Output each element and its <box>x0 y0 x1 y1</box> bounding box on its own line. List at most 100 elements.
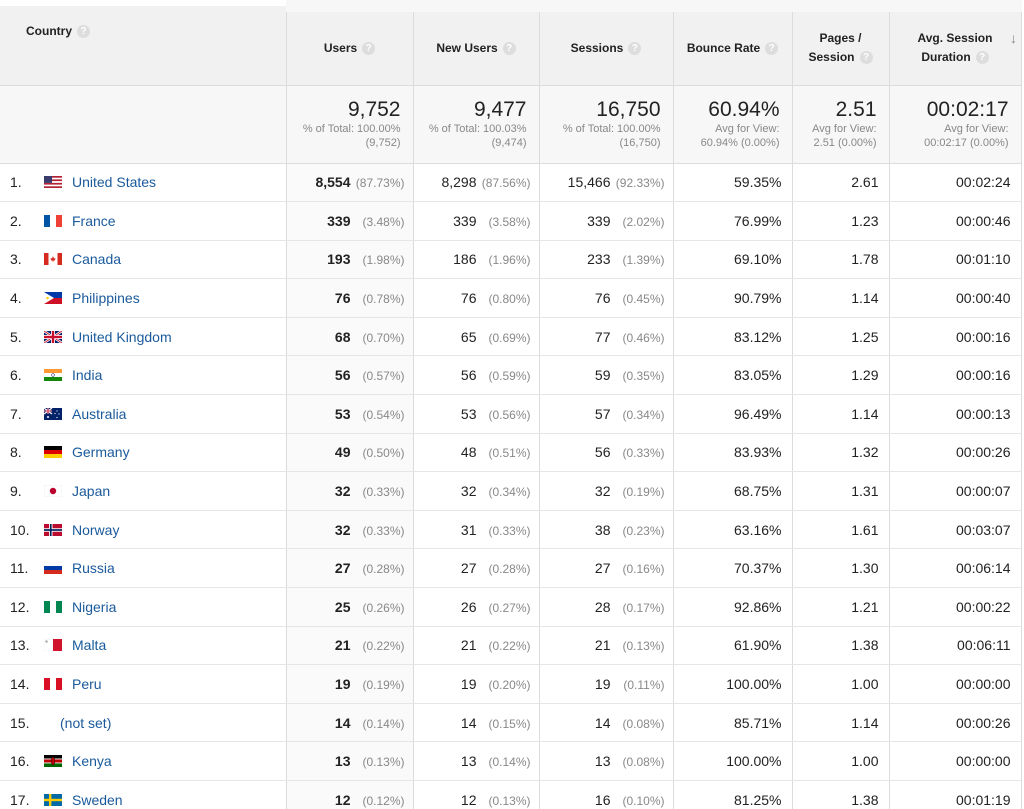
users-cell: 25 (0.26%) <box>286 587 414 627</box>
help-icon[interactable]: ? <box>628 42 642 56</box>
row-rank: 9. <box>10 483 22 500</box>
users-cell: 21 (0.22%) <box>286 626 414 666</box>
table-row: 4. Philippines 76 (0.78%) 76 (0.80%) 76 (0.4… <box>0 278 1022 318</box>
sessions-value: 16 <box>594 791 611 808</box>
bounce-rate-cell: 61.90% <box>673 626 793 666</box>
country-link[interactable]: Kenya <box>72 753 112 770</box>
new-users-cell: 56 (0.59%) <box>413 355 540 396</box>
pages-session-cell: 1.21 <box>792 587 890 627</box>
users-cell: 14 (0.14%) <box>286 703 414 743</box>
row-rank: 16. <box>10 753 30 770</box>
help-icon[interactable]: ? <box>362 42 376 56</box>
column-header-users[interactable]: Users? ↓ <box>286 0 1017 86</box>
help-icon[interactable]: ? <box>77 25 90 38</box>
country-link[interactable]: Russia <box>72 560 115 577</box>
country-cell: 9. Japan <box>0 471 287 511</box>
country-link[interactable]: India <box>72 367 103 384</box>
help-icon[interactable]: ? <box>975 51 989 65</box>
country-link[interactable]: France <box>72 212 116 229</box>
column-header-bounce-rate[interactable]: Bounce Rate? <box>673 0 793 86</box>
flag-fr-icon <box>44 214 62 227</box>
sessions-percent: (0.33%) <box>622 446 665 461</box>
country-link[interactable]: Malta <box>72 637 107 654</box>
country-cell: 3. Canada <box>0 240 287 280</box>
country-cell: 8. Germany <box>0 433 287 473</box>
country-link[interactable]: (not set) <box>60 714 112 731</box>
help-icon[interactable]: ? <box>502 42 516 56</box>
totals-label-cell <box>0 85 287 164</box>
country-link[interactable]: Germany <box>72 444 130 461</box>
users-percent: (0.26%) <box>362 600 405 615</box>
country-link[interactable]: Peru <box>72 676 102 693</box>
country-link[interactable]: United States <box>72 174 157 191</box>
country-link[interactable]: Australia <box>72 405 127 422</box>
sessions-cell: 59 (0.35%) <box>539 355 674 396</box>
row-rank: 13. <box>10 637 30 654</box>
avg-duration-cell: 00:00:22 <box>889 587 1022 627</box>
users-percent: (0.54%) <box>362 407 405 422</box>
sessions-cell: 77 (0.46%) <box>539 317 674 357</box>
new-users-value: 12 <box>460 791 477 808</box>
flag-mt-icon <box>43 638 62 652</box>
country-link[interactable]: Nigeria <box>72 598 117 615</box>
table-row: 1. United States 8,554 (87.73%) 8,298 (87.5… <box>0 163 1022 203</box>
country-link[interactable]: Sweden <box>72 791 123 808</box>
sort-descending-icon[interactable]: ↓ <box>1010 30 1017 46</box>
sessions-cell: 56 (0.33%) <box>539 433 674 473</box>
avg-duration-cell: 00:00:26 <box>889 433 1022 473</box>
help-icon[interactable]: ? <box>859 51 873 65</box>
new-users-percent: (0.69%) <box>488 330 531 345</box>
sessions-cell: 14 (0.08%) <box>539 703 674 743</box>
sessions-percent: (0.23%) <box>622 523 665 538</box>
column-header-sessions[interactable]: Sessions? <box>539 0 674 86</box>
country-link[interactable]: Norway <box>72 521 120 538</box>
table-row: 8. Germany 49 (0.50%) 48 (0.51%) 56 (0.33%) … <box>0 433 1022 473</box>
pages-session-header-label-1: Pages / <box>819 31 862 46</box>
new-users-percent: (0.80%) <box>488 292 531 307</box>
users-percent: (0.19%) <box>362 678 405 693</box>
sessions-value: 233 <box>587 251 611 268</box>
new-users-cell: 21 (0.22%) <box>413 626 540 666</box>
new-users-cell: 13 (0.14%) <box>413 741 540 781</box>
avg-duration-header-label-1: Avg. Session <box>917 31 993 46</box>
country-cell: 16. Kenya <box>0 741 287 781</box>
flag-jp-icon <box>43 484 63 498</box>
pages-session-cell: 1.38 <box>792 626 890 666</box>
sessions-cell: 32 (0.19%) <box>539 471 674 511</box>
users-value: 76 <box>334 290 351 307</box>
new-users-value: 14 <box>460 714 477 731</box>
sessions-value: 14 <box>594 714 611 731</box>
sessions-cell: 21 (0.13%) <box>539 626 674 666</box>
pages-session-cell: 1.00 <box>792 741 890 781</box>
country-link[interactable]: Philippines <box>72 290 140 307</box>
table-row: 15. (not set) 14 (0.14%) 14 (0.15%) 14 (0.08… <box>0 703 1022 743</box>
pages-session-cell: 1.29 <box>792 355 890 396</box>
users-cell: 19 (0.19%) <box>286 664 414 704</box>
country-cell: 17. Sweden <box>0 780 287 809</box>
help-icon[interactable]: ? <box>765 42 779 56</box>
total-bounce-rate-value: 60.94% <box>708 98 780 121</box>
country-cell: 14. Peru <box>0 664 287 704</box>
flag-no-icon <box>44 523 62 536</box>
row-rank: 5. <box>10 328 22 345</box>
avg-duration-cell: 00:00:16 <box>889 317 1022 357</box>
country-link[interactable]: Canada <box>72 251 122 268</box>
country-cell: 2. France <box>0 201 287 241</box>
total-bounce-rate: 60.94% Avg for View: 60.94% (0.00%) <box>673 85 793 164</box>
country-link[interactable]: United Kingdom <box>72 328 172 345</box>
bounce-rate-cell: 83.93% <box>673 433 793 473</box>
country-cell: 4. Philippines <box>0 278 287 318</box>
flag-ng-icon <box>44 600 62 613</box>
column-header-avg-session-duration[interactable]: Avg. Session Duration? <box>889 0 1022 86</box>
column-header-pages-session[interactable]: Pages / Session? <box>792 0 890 86</box>
users-value: 32 <box>334 483 351 500</box>
new-users-cell: 76 (0.80%) <box>413 278 540 318</box>
country-link[interactable]: Japan <box>72 483 111 500</box>
column-header-new-users[interactable]: New Users? <box>413 0 540 86</box>
new-users-value: 32 <box>460 483 477 500</box>
column-header-country[interactable]: Country? <box>0 6 287 86</box>
country-cell: 5. United Kingdom <box>0 317 287 357</box>
new-users-value: 339 <box>453 212 477 229</box>
pages-session-cell: 1.23 <box>792 201 890 241</box>
